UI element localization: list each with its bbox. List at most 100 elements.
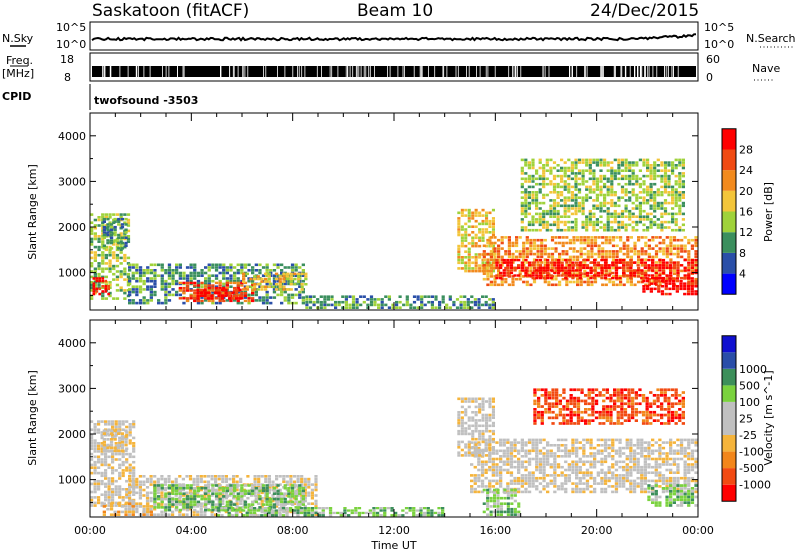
heatmap-cell — [508, 247, 511, 250]
heatmap-cell — [485, 220, 488, 223]
freq-gap — [292, 66, 293, 77]
heatmap-cell — [139, 280, 142, 283]
heatmap-cell — [615, 264, 618, 266]
heatmap-cell — [687, 274, 690, 276]
heatmap-cell — [524, 461, 527, 464]
heatmap-cell — [343, 509, 346, 511]
heatmap-cell — [264, 507, 267, 509]
heatmap-cell — [542, 183, 545, 186]
heatmap-cell — [579, 262, 582, 264]
heatmap-cell — [564, 188, 567, 191]
heatmap-cell — [101, 285, 104, 288]
heatmap-cell — [282, 273, 285, 276]
nsearch-tick-top: 10^5 — [704, 21, 734, 34]
heatmap-cell — [653, 277, 656, 280]
heatmap-cell — [546, 226, 549, 229]
heatmap-cell — [485, 301, 488, 304]
freq-gap — [390, 66, 391, 77]
heatmap-cell — [409, 507, 412, 509]
heatmap-cell — [204, 498, 207, 501]
heatmap-cell — [122, 456, 125, 459]
heatmap-cell — [560, 180, 563, 183]
heatmap-cell — [257, 481, 260, 484]
heatmap-cell — [168, 503, 171, 506]
heatmap-cell — [182, 297, 185, 299]
heatmap-cell — [94, 491, 97, 494]
heatmap-cell — [610, 205, 613, 208]
heatmap-cell — [153, 487, 156, 490]
heatmap-cell — [544, 250, 547, 253]
heatmap-cell — [132, 483, 135, 486]
heatmap-cell — [468, 209, 471, 212]
heatmap-cell — [105, 268, 108, 271]
freq-gap — [297, 66, 298, 77]
heatmap-cell — [132, 288, 135, 291]
heatmap-cell — [615, 259, 618, 261]
heatmap-cell — [542, 180, 545, 183]
heatmap-cell — [542, 267, 545, 269]
heatmap-cell — [94, 447, 97, 450]
heatmap-cell — [295, 495, 298, 498]
heatmap-cell — [533, 253, 536, 256]
heatmap-cell — [668, 293, 671, 296]
heatmap-cell — [204, 272, 207, 275]
heatmap-cell — [626, 245, 629, 248]
heatmap-cell — [262, 266, 265, 269]
heatmap-cell — [122, 496, 125, 499]
heatmap-cell — [244, 490, 247, 493]
heatmap-cell — [658, 269, 661, 271]
heatmap-cell — [475, 212, 478, 215]
heatmap-cell — [116, 265, 119, 268]
heatmap-cell — [354, 507, 357, 509]
heatmap-cell — [164, 299, 167, 302]
heatmap-cell — [445, 304, 448, 307]
heatmap-cell — [237, 498, 240, 501]
heatmap-cell — [482, 214, 485, 217]
heatmap-cell — [578, 207, 581, 210]
heatmap-cell — [293, 481, 296, 484]
heatmap-cell — [171, 294, 174, 297]
heatmap-cell — [269, 498, 272, 501]
heatmap-cell — [582, 172, 585, 175]
heatmap-cell — [565, 236, 568, 239]
heatmap-cell — [97, 483, 100, 486]
heatmap-cell — [683, 293, 686, 296]
heatmap-cell — [116, 213, 119, 216]
heatmap-cell — [171, 481, 174, 484]
heatmap-cell — [612, 236, 615, 239]
heatmap-cell — [650, 288, 653, 291]
heatmap-cell — [533, 239, 536, 242]
heatmap-cell — [593, 259, 596, 261]
heatmap-cell — [122, 488, 125, 491]
heatmap-cell — [678, 175, 681, 178]
heatmap-cell — [266, 302, 269, 305]
heatmap-cell — [564, 196, 567, 199]
heatmap-cell — [521, 229, 524, 232]
heatmap-cell — [103, 218, 106, 221]
heatmap-cell — [182, 277, 185, 280]
heatmap-cell — [576, 281, 579, 284]
heatmap-cell — [123, 254, 126, 257]
heatmap-cell — [103, 234, 106, 237]
heatmap-cell — [111, 496, 114, 499]
heatmap-cell — [120, 276, 123, 279]
heatmap-cell — [244, 300, 247, 302]
heatmap-cell — [228, 478, 231, 481]
heatmap-cell — [539, 477, 542, 480]
heatmap-cell — [186, 484, 189, 487]
heatmap-cell — [388, 295, 391, 298]
heatmap-cell — [553, 215, 556, 218]
heatmap-cell — [542, 172, 545, 175]
heatmap-cell — [477, 477, 480, 480]
freq-gap — [600, 66, 601, 77]
heatmap-cell — [94, 464, 97, 467]
heatmap-cell — [621, 169, 624, 172]
heatmap-cell — [468, 253, 471, 256]
heatmap-cell — [262, 484, 265, 487]
heatmap-cell — [506, 471, 509, 474]
heatmap-cell — [128, 497, 131, 500]
heatmap-cell — [305, 295, 308, 298]
heatmap-cell — [579, 274, 582, 276]
heatmap-cell — [237, 495, 240, 498]
heatmap-cell — [225, 291, 228, 294]
